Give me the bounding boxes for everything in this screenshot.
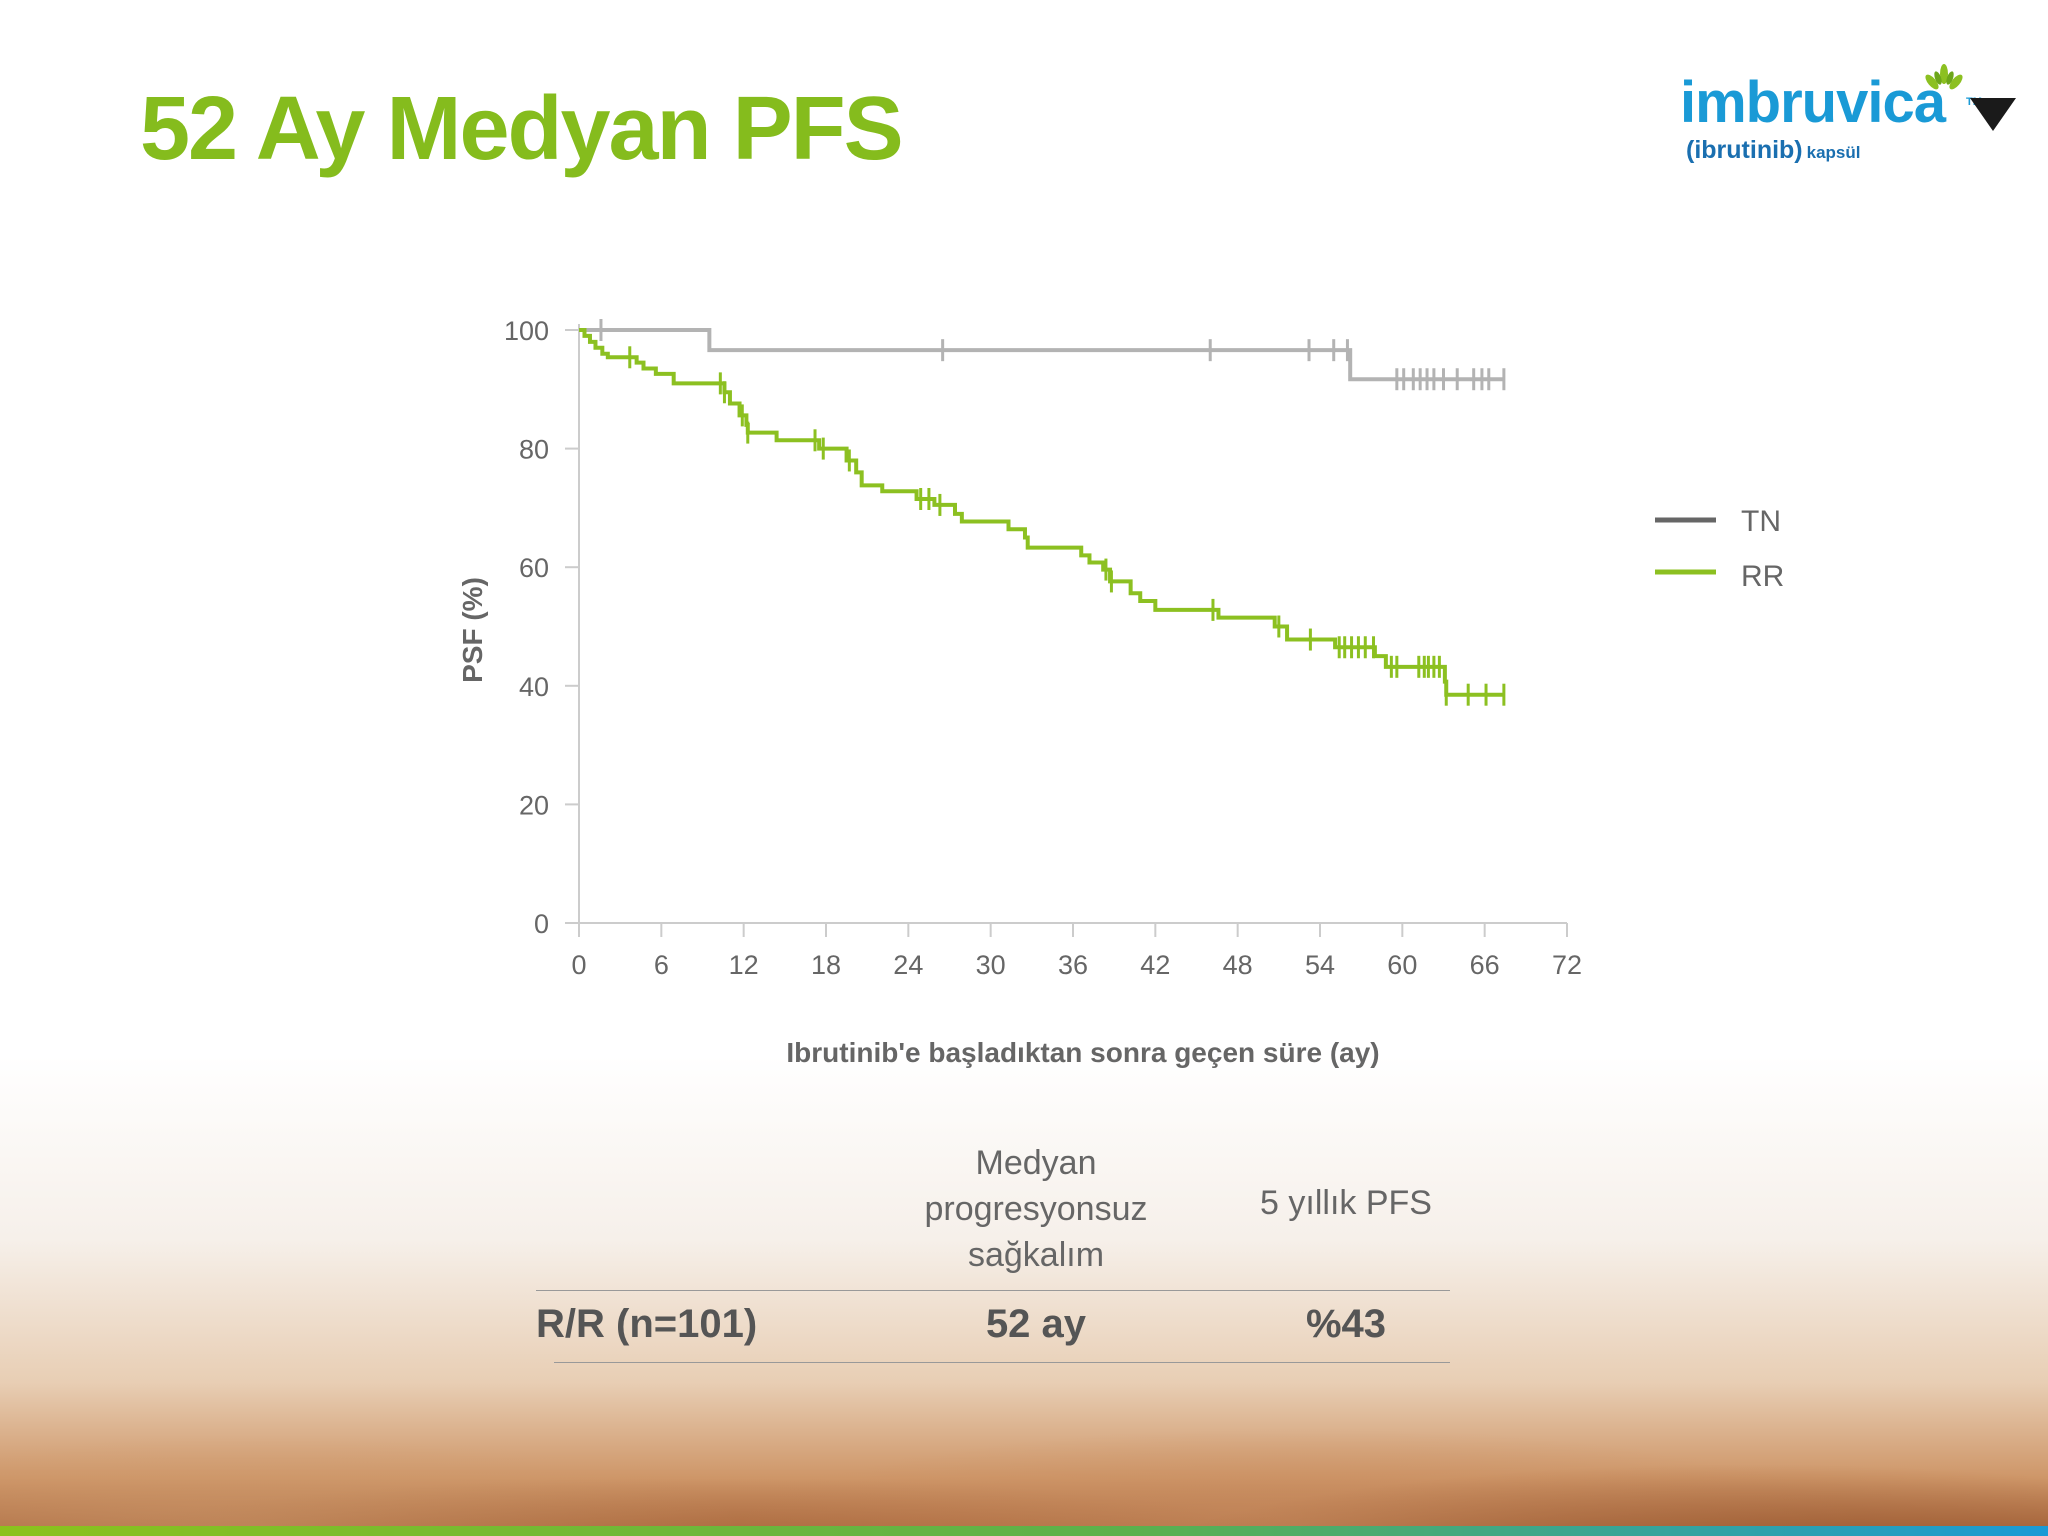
x-tick-label: 60 <box>1387 950 1417 980</box>
row-label-rr: R/R (n=101) <box>536 1302 758 1346</box>
chart-axes: 0 6 12 18 24 30 36 42 48 54 60 66 72 0 20 40 60 80 100 <box>504 316 1582 980</box>
logo-form: kapsül <box>1806 143 1861 162</box>
x-tick-label: 24 <box>893 950 923 980</box>
leaves-icon <box>1925 64 1963 90</box>
x-tick-label: 72 <box>1552 950 1582 980</box>
chart-legend: TN RR <box>1655 505 1784 593</box>
x-tick-label: 48 <box>1223 950 1253 980</box>
y-tick-label: 0 <box>534 909 549 939</box>
x-tick-label: 12 <box>729 950 759 980</box>
table-divider-top <box>536 1290 1450 1291</box>
x-tick-label: 0 <box>571 950 586 980</box>
chart-series <box>579 319 1506 706</box>
bottom-brand-bar <box>0 1526 2048 1536</box>
y-tick-label: 60 <box>519 553 549 583</box>
x-tick-label: 30 <box>976 950 1006 980</box>
triangle-icon <box>1970 98 2016 131</box>
x-tick-label: 42 <box>1140 950 1170 980</box>
logo-brand: imbruvica <box>1680 70 1946 135</box>
series-line-rr <box>579 328 1504 697</box>
x-axis-label: Ibrutinib'e başladıktan sonra geçen süre… <box>786 1037 1379 1068</box>
y-tick-label: 20 <box>519 790 549 820</box>
series-line-tn <box>579 328 1504 382</box>
y-axis-label: PSF (%) <box>457 577 488 683</box>
imbruvica-logo: imbruvica TM (ibrutinib) kapsül <box>1680 64 2020 176</box>
y-tick-label: 40 <box>519 672 549 702</box>
legend-label-tn: TN <box>1741 505 1781 538</box>
header-median-line-2: progresyonsuz <box>924 1190 1148 1228</box>
row-median-value: 52 ay <box>985 1302 1087 1346</box>
y-tick-label: 80 <box>519 435 549 465</box>
table-divider-bottom <box>554 1362 1450 1363</box>
header-5-year-pfs: 5 yıllık PFS <box>1260 1184 1432 1222</box>
x-tick-label: 66 <box>1470 950 1500 980</box>
pfs-kaplan-meier-chart: 0 6 12 18 24 30 36 42 48 54 60 66 72 0 20 40 60 80 100 PSF… <box>457 316 1784 1068</box>
x-tick-label: 36 <box>1058 950 1088 980</box>
logo-generic: (ibrutinib) <box>1686 136 1803 164</box>
x-tick-label: 54 <box>1305 950 1335 980</box>
row-5-year-value: %43 <box>1305 1302 1387 1346</box>
page-title: 52 Ay Medyan PFS <box>140 79 904 179</box>
background-terrain-image <box>0 1056 2048 1536</box>
x-tick-label: 6 <box>654 950 669 980</box>
header-median-line-1: Medyan <box>975 1144 1097 1182</box>
x-tick-label: 18 <box>811 950 841 980</box>
header-median-pfs: Medyan progresyonsuz sağkalım <box>856 1140 1216 1278</box>
header-median-line-3: sağkalım <box>967 1236 1105 1274</box>
y-tick-label: 100 <box>504 316 549 346</box>
legend-label-rr: RR <box>1741 560 1784 593</box>
